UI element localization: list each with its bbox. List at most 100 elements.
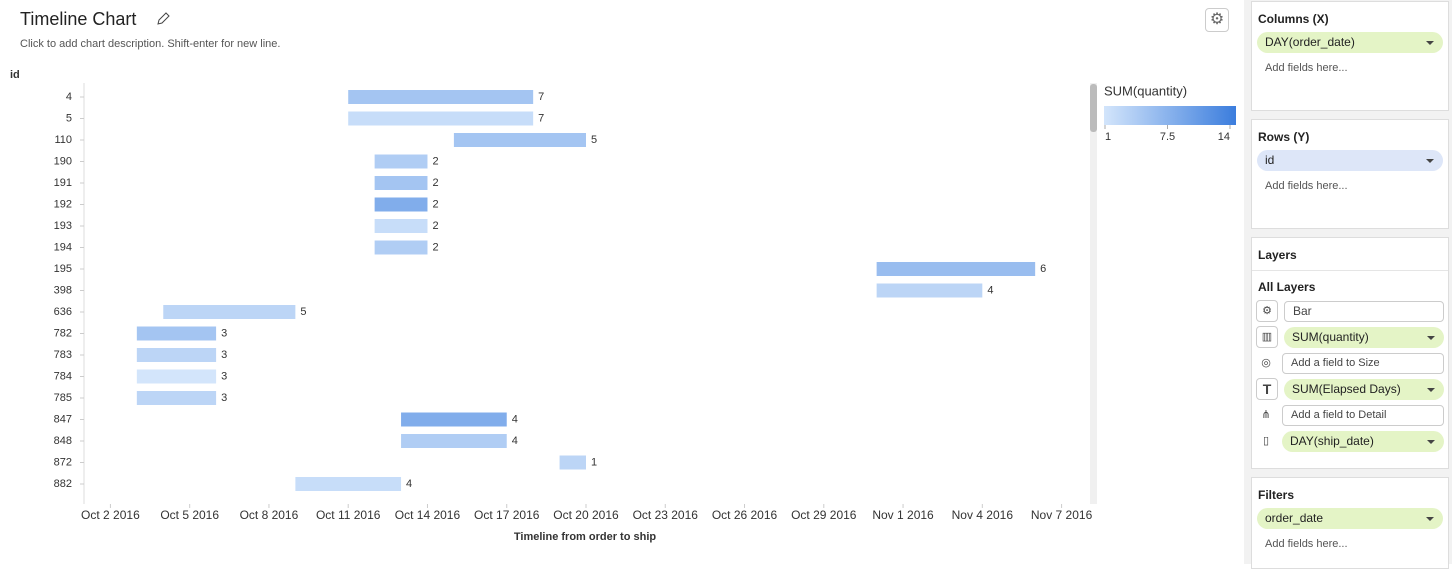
- edit-icon[interactable]: [155, 11, 171, 27]
- layer-row: ▥ SUM(quantity): [1256, 324, 1444, 350]
- data-label: 2: [432, 220, 438, 232]
- bar: [374, 154, 428, 169]
- bar: [348, 90, 534, 104]
- chart-title[interactable]: Timeline Chart: [20, 9, 137, 29]
- section-title: Layers: [1252, 238, 1448, 271]
- bar: [136, 326, 217, 341]
- bar: [374, 219, 428, 233]
- data-label: 3: [221, 392, 227, 404]
- y-tick-label: 195: [54, 263, 72, 275]
- section-title: Columns (X): [1258, 12, 1329, 26]
- icon: ▯: [1262, 435, 1270, 447]
- y-axis-title: id: [10, 69, 20, 81]
- chart: id Timeline from order to ship SUM(quant…: [10, 69, 1236, 543]
- data-label: 2: [432, 177, 438, 189]
- icon: ◎: [1261, 357, 1271, 369]
- bar: [136, 348, 217, 362]
- side-panel: Columns (X) DAY(order_date) Add fields h…: [1244, 0, 1452, 569]
- x-tick-label: Oct 8 2016: [240, 508, 299, 522]
- bar: [374, 240, 428, 255]
- bar: [295, 477, 402, 491]
- data-label: 7: [538, 112, 544, 124]
- data-label: 3: [221, 349, 227, 361]
- y-tick-label: 190: [54, 155, 72, 167]
- data-label: 5: [591, 134, 597, 146]
- data-label: 5: [300, 306, 306, 318]
- data-label: 7: [538, 91, 544, 103]
- y-tick-label: 398: [54, 284, 72, 296]
- x-tick-label: Nov 7 2016: [1031, 508, 1093, 522]
- layer-row: ▯ DAY(ship_date): [1256, 428, 1444, 454]
- legend-tick-label: 1: [1105, 131, 1111, 143]
- y-tick-label: 5: [66, 112, 72, 124]
- bar: [876, 262, 1036, 276]
- x-tick-label: Oct 2 2016: [81, 508, 140, 522]
- data-label: 3: [221, 370, 227, 382]
- layer-row: ◎ Add a field to Size: [1256, 350, 1444, 376]
- columns-section: Columns (X) DAY(order_date) Add fields h…: [1251, 1, 1449, 111]
- data-label: 2: [432, 241, 438, 253]
- bar: [453, 133, 586, 147]
- y-tick-label: 785: [54, 392, 72, 404]
- bar: [163, 305, 296, 319]
- y-tick-label: 4: [66, 91, 72, 103]
- data-label: 6: [1040, 263, 1046, 275]
- y-tick-label: 882: [54, 478, 72, 490]
- field-pill[interactable]: DAY(ship_date): [1282, 430, 1444, 452]
- layer-row: ⚙ Bar: [1256, 298, 1444, 324]
- chart-description[interactable]: Click to add chart description. Shift-en…: [20, 38, 281, 50]
- field-pill[interactable]: DAY(order_date): [1257, 32, 1443, 53]
- layers-section: Layers All Layers ⚙ Bar ▥ SUM(quantity) ◎ A…: [1251, 237, 1449, 469]
- data-label: 4: [512, 413, 518, 425]
- data-label: 4: [987, 284, 993, 296]
- y-tick-label: 847: [54, 413, 72, 425]
- bar: [401, 412, 507, 427]
- placeholder[interactable]: Add fields here...: [1265, 538, 1348, 550]
- data-label: 2: [432, 155, 438, 167]
- scrollbar-track[interactable]: [1090, 83, 1097, 504]
- field-pill[interactable]: id: [1257, 150, 1443, 171]
- filters-section: Filters order_date Add fields here...: [1251, 477, 1449, 569]
- y-tick-label: 192: [54, 198, 72, 210]
- bar: [136, 369, 217, 384]
- scrollbar-thumb[interactable]: [1090, 84, 1097, 132]
- x-tick-label: Oct 20 2016: [553, 508, 619, 522]
- bar: [348, 111, 534, 126]
- x-tick-label: Nov 4 2016: [952, 508, 1014, 522]
- legend-tick-label: 14: [1218, 131, 1230, 143]
- settings-button[interactable]: ⚙: [1205, 8, 1229, 32]
- x-tick-label: Oct 5 2016: [160, 508, 219, 522]
- placeholder[interactable]: Add fields here...: [1265, 62, 1348, 74]
- x-tick-label: Oct 14 2016: [395, 508, 461, 522]
- data-label: 2: [432, 198, 438, 210]
- y-tick-label: 193: [54, 220, 72, 232]
- placeholder[interactable]: Add a field to Detail: [1282, 404, 1444, 426]
- layer-row: ⋔ Add a field to Detail: [1256, 402, 1444, 428]
- placeholder[interactable]: Add a field to Size: [1282, 352, 1444, 374]
- field-pill[interactable]: SUM(Elapsed Days): [1284, 378, 1444, 400]
- layer-row: T SUM(Elapsed Days): [1256, 376, 1444, 402]
- rows-section: Rows (Y) id Add fields here...: [1251, 119, 1449, 229]
- field-pill[interactable]: order_date: [1257, 508, 1443, 529]
- x-tick-label: Nov 1 2016: [872, 508, 934, 522]
- y-tick-label: 783: [54, 349, 72, 361]
- bar: [374, 197, 428, 212]
- data-label: 3: [221, 327, 227, 339]
- mark-select[interactable]: Bar: [1284, 300, 1444, 322]
- bar: [559, 455, 586, 470]
- icon: ▥: [1256, 326, 1278, 348]
- data-label: 4: [512, 435, 518, 447]
- bar: [876, 283, 983, 298]
- data-label: 4: [406, 478, 412, 490]
- field-pill[interactable]: SUM(quantity): [1284, 326, 1444, 348]
- x-tick-label: Oct 29 2016: [791, 508, 857, 522]
- bar: [374, 176, 428, 190]
- x-axis-title: Timeline from order to ship: [514, 531, 656, 543]
- x-tick-label: Oct 26 2016: [712, 508, 778, 522]
- icon: ⚙: [1256, 300, 1278, 322]
- x-tick-label: Oct 23 2016: [633, 508, 699, 522]
- layer-group[interactable]: All Layers: [1258, 280, 1316, 294]
- placeholder[interactable]: Add fields here...: [1265, 180, 1348, 192]
- section-title: Filters: [1258, 488, 1295, 502]
